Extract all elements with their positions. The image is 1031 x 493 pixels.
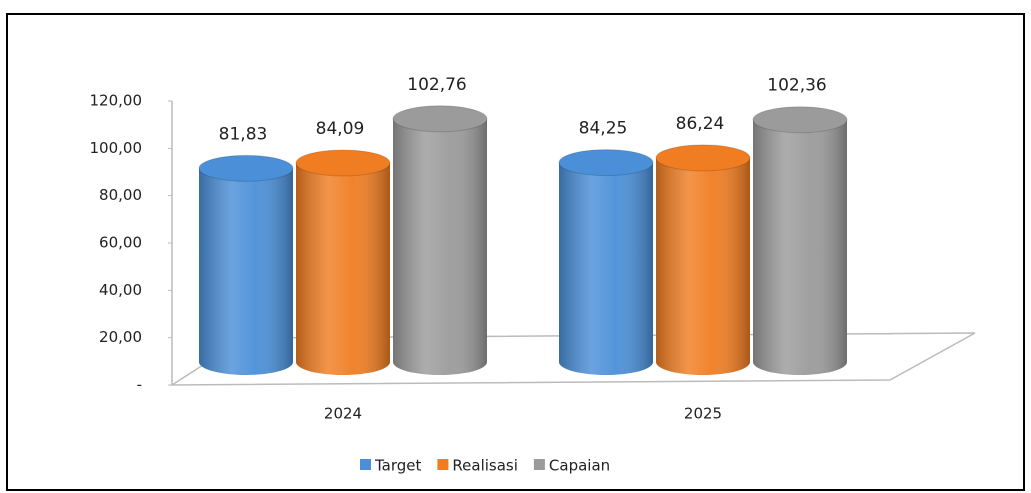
cylinder-top <box>198 154 294 182</box>
legend-swatch <box>360 459 371 470</box>
cylinder-shade <box>393 118 487 375</box>
y-tick-label: 80,00 <box>99 186 142 204</box>
legend-swatch <box>437 459 449 470</box>
y-tick-label: - <box>137 376 142 394</box>
cylinder-top <box>295 149 391 177</box>
data-label: 84,09 <box>316 119 365 139</box>
y-tick-label: 40,00 <box>99 281 142 299</box>
data-label: 102,76 <box>407 75 466 95</box>
cylinder-shade <box>656 157 750 375</box>
data-label: 86,24 <box>676 114 725 134</box>
legend-label: Capaian <box>549 457 610 475</box>
legend-label: Target <box>374 457 422 475</box>
legend-label: Realisasi <box>452 457 518 475</box>
x-tick-label: 2024 <box>324 405 362 423</box>
legend-swatch <box>533 459 545 470</box>
cylinder-top <box>752 106 848 134</box>
cylinder-top <box>558 149 654 177</box>
frame <box>6 13 1025 491</box>
cylinder-shade <box>753 119 847 375</box>
cylinder-shade <box>199 168 293 375</box>
x-tick-label: 2025 <box>684 405 722 423</box>
cylinder-top <box>392 105 488 133</box>
cylinder-shade <box>559 162 653 375</box>
data-label: 84,25 <box>579 119 628 139</box>
y-tick-label: 100,00 <box>90 139 143 157</box>
data-label: 81,83 <box>219 124 268 144</box>
y-tick-label: 120,00 <box>90 92 143 110</box>
y-tick-label: 20,00 <box>99 328 142 346</box>
cylinder-top <box>655 144 751 172</box>
cylinder-shade <box>296 162 390 375</box>
y-tick-label: 60,00 <box>99 234 142 252</box>
data-label: 102,36 <box>767 76 826 96</box>
